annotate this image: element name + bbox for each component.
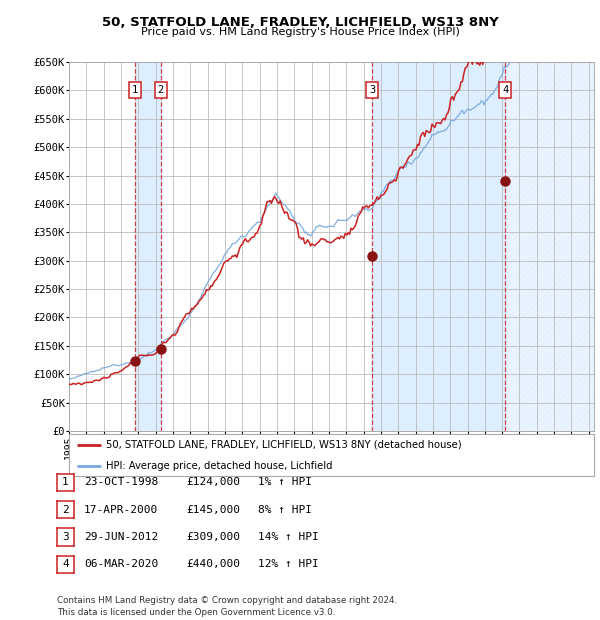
Text: 17-APR-2000: 17-APR-2000: [84, 505, 158, 515]
Text: HPI: Average price, detached house, Lichfield: HPI: Average price, detached house, Lich…: [106, 461, 332, 471]
Text: 8% ↑ HPI: 8% ↑ HPI: [258, 505, 312, 515]
Text: 2: 2: [62, 505, 69, 515]
Text: 06-MAR-2020: 06-MAR-2020: [84, 559, 158, 569]
Text: 2: 2: [158, 86, 164, 95]
Text: £145,000: £145,000: [186, 505, 240, 515]
Text: 4: 4: [62, 559, 69, 569]
Text: £440,000: £440,000: [186, 559, 240, 569]
Bar: [505, 62, 594, 431]
Text: Contains HM Land Registry data © Crown copyright and database right 2024.
This d: Contains HM Land Registry data © Crown c…: [57, 596, 397, 617]
Text: 1% ↑ HPI: 1% ↑ HPI: [258, 477, 312, 487]
Text: 1: 1: [62, 477, 69, 487]
Text: £309,000: £309,000: [186, 532, 240, 542]
Text: 50, STATFOLD LANE, FRADLEY, LICHFIELD, WS13 8NY: 50, STATFOLD LANE, FRADLEY, LICHFIELD, W…: [101, 16, 499, 29]
Text: 12% ↑ HPI: 12% ↑ HPI: [258, 559, 319, 569]
Text: Price paid vs. HM Land Registry's House Price Index (HPI): Price paid vs. HM Land Registry's House …: [140, 27, 460, 37]
Bar: [135, 62, 161, 431]
Text: 50, STATFOLD LANE, FRADLEY, LICHFIELD, WS13 8NY (detached house): 50, STATFOLD LANE, FRADLEY, LICHFIELD, W…: [106, 440, 461, 450]
Text: 23-OCT-1998: 23-OCT-1998: [84, 477, 158, 487]
Text: 3: 3: [62, 532, 69, 542]
Text: 29-JUN-2012: 29-JUN-2012: [84, 532, 158, 542]
Text: 3: 3: [369, 86, 375, 95]
Text: 4: 4: [502, 86, 508, 95]
Bar: [372, 62, 505, 431]
Text: 14% ↑ HPI: 14% ↑ HPI: [258, 532, 319, 542]
Text: £124,000: £124,000: [186, 477, 240, 487]
Text: 1: 1: [132, 86, 138, 95]
